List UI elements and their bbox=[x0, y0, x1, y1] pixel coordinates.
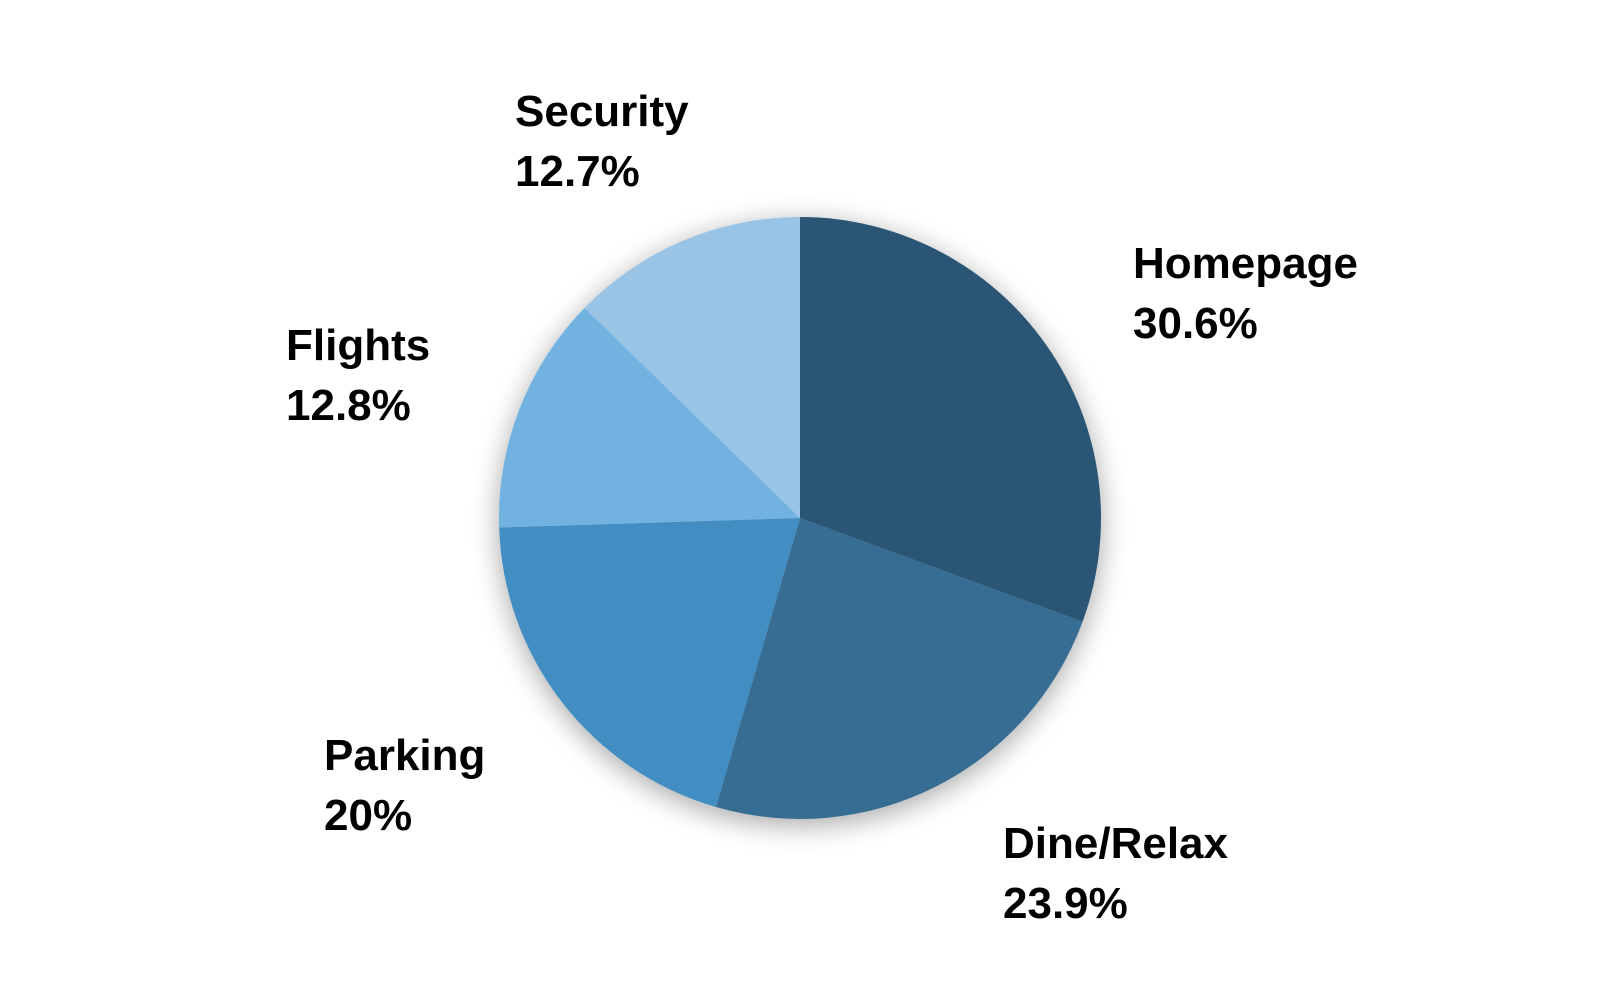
slice-label-dine-relax: Dine/Relax bbox=[1003, 819, 1229, 868]
slice-label-security: Security bbox=[515, 87, 689, 136]
pie-slices bbox=[499, 217, 1102, 820]
slice-value-flights: 12.8% bbox=[286, 381, 411, 430]
slice-label-homepage: Homepage bbox=[1133, 239, 1358, 288]
pie-slice-homepage bbox=[800, 217, 1102, 622]
slice-value-security: 12.7% bbox=[515, 147, 640, 196]
slice-value-parking: 20% bbox=[324, 791, 412, 840]
slice-value-dine-relax: 23.9% bbox=[1003, 879, 1128, 928]
pie-slice-dine-relax bbox=[716, 518, 1083, 820]
slice-label-flights: Flights bbox=[286, 321, 430, 370]
pie-slice-flights bbox=[499, 307, 800, 528]
pie-slice-security bbox=[584, 217, 800, 518]
pie-labels: Homepage 30.6% Dine/Relax 23.9% Parking 20% Fl… bbox=[286, 87, 1358, 928]
pie-slice-parking bbox=[499, 518, 800, 808]
slice-label-parking: Parking bbox=[324, 731, 485, 780]
slice-value-homepage: 30.6% bbox=[1133, 299, 1258, 348]
